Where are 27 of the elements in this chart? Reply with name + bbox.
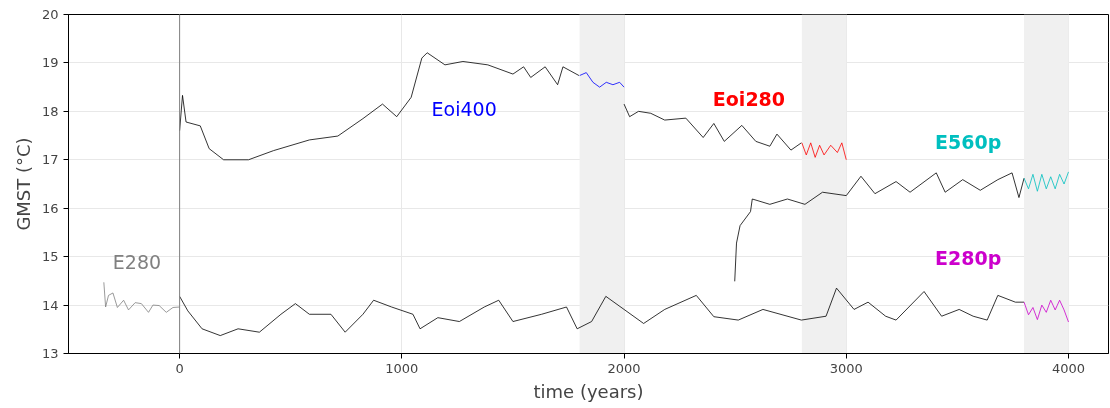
line-series	[579, 72, 625, 88]
y-tick-label: 18	[41, 103, 59, 119]
line-series	[1023, 299, 1069, 323]
x-tick-label: 4000	[1051, 360, 1086, 376]
y-tick-label: 14	[41, 297, 59, 313]
y-tick-label: 13	[41, 346, 59, 361]
text: Eoi400	[431, 97, 497, 120]
x-tick-label: 3000	[829, 360, 863, 376]
y-tick-label: 17	[41, 152, 59, 168]
x-tick-label: 0	[175, 360, 184, 376]
x-tick-label: 2000	[607, 360, 641, 376]
text: E280p	[935, 247, 1002, 270]
x-tick-label: 1000	[385, 360, 419, 376]
line-series	[801, 142, 847, 161]
y-tick-label: 19	[41, 55, 59, 71]
series-label: E560p	[935, 131, 1002, 154]
x-axis-title: time (years)	[533, 380, 644, 402]
series-label: E280	[112, 251, 162, 274]
y-tick-label: 16	[41, 200, 59, 216]
line-series	[734, 172, 1025, 282]
series-label: Eoi280	[712, 87, 786, 110]
y-axis-title: GMST (°C)	[12, 137, 34, 231]
y-tick-label: 20	[41, 7, 59, 22]
line-series	[179, 52, 580, 161]
line-series	[1023, 171, 1069, 192]
line-series	[179, 287, 1025, 336]
y-tick-label: 15	[41, 249, 59, 265]
